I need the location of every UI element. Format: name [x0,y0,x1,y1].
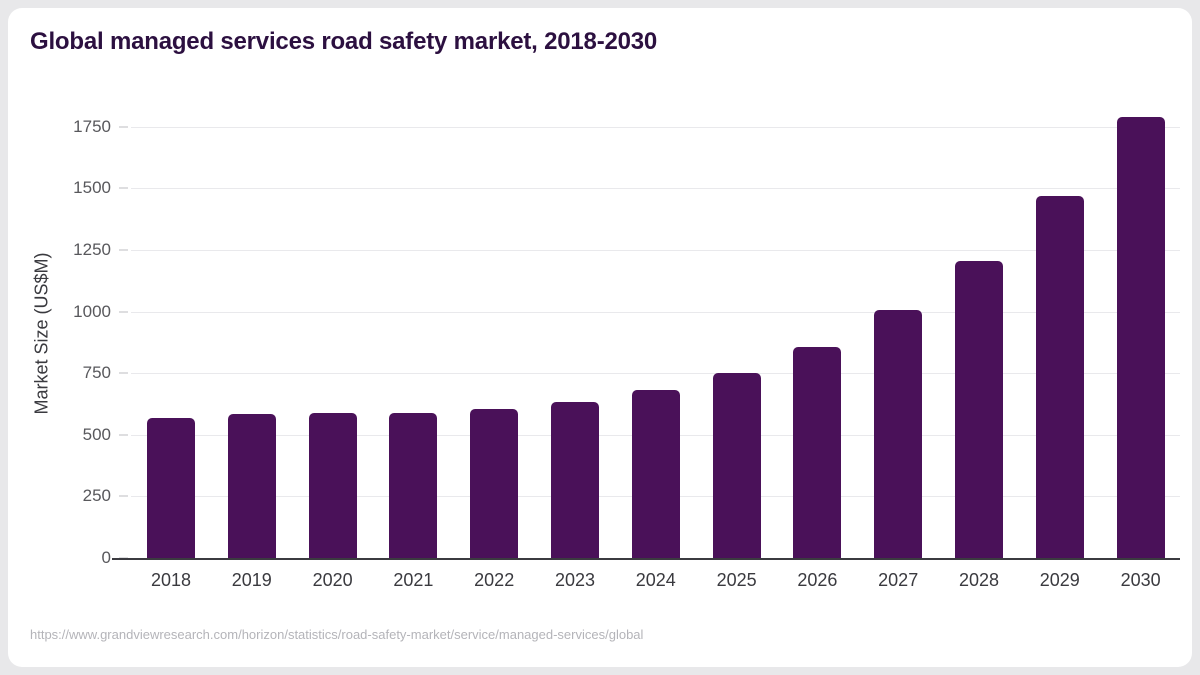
y-axis-tick-mark [119,372,128,374]
x-axis-line [112,558,1180,560]
bar[interactable] [1035,195,1084,558]
y-axis-tick-mark [119,311,128,313]
x-axis-tick-label: 2028 [958,570,1000,590]
x-axis-tick-label: 2022 [474,570,515,590]
y-axis-tick-mark [119,126,128,128]
y-axis-title: Market Size (US$M) [31,252,52,415]
y-axis-tick-mark [119,495,128,497]
gridline [131,188,1180,190]
y-axis-tick-label: 500 [82,424,111,444]
x-axis-tick-label: 2025 [716,570,757,590]
gridline [131,373,1180,375]
bar[interactable] [147,417,195,558]
x-axis-tick-label: 2019 [231,570,272,590]
y-axis-tick-mark [119,249,128,251]
x-axis-tick-label: 2029 [1039,570,1080,590]
y-axis-tick-label: 1000 [73,301,111,321]
bar[interactable] [793,347,842,558]
y-axis-tick-label: 1750 [73,116,111,136]
gridline [131,126,1180,128]
gridline [131,311,1180,313]
bar[interactable] [1116,116,1165,558]
x-axis-tick-label: 2021 [393,570,434,590]
chart-card: Global managed services road safety mark… [8,8,1192,667]
page-title: Global managed services road safety mark… [30,28,658,55]
y-axis-tick-labels: 0 250 500 750 1000 1250 1500 1750 [51,108,111,567]
bar[interactable] [308,413,357,558]
y-axis-tick-label: 250 [82,486,111,506]
bar[interactable] [470,408,519,558]
x-axis-tick-label: 2030 [1120,570,1161,590]
x-axis-tick-label: 2018 [150,570,192,590]
source-url: https://www.grandviewresearch.com/horizo… [30,627,644,642]
bar[interactable] [955,261,1003,558]
y-axis-tick-label: 0 [101,548,111,567]
bar[interactable] [631,389,680,558]
y-axis-tick-label: 750 [82,363,111,383]
x-axis-tick-label: 2026 [797,570,838,590]
bar[interactable] [712,373,761,558]
y-axis-tick-label: 1250 [73,240,111,259]
x-axis-tick-label: 2024 [635,570,676,590]
bar[interactable] [227,413,276,558]
bar[interactable] [874,310,923,558]
x-axis-tick-label: 2027 [878,570,919,590]
y-axis-tick-label: 1500 [73,178,111,198]
bar[interactable] [389,412,438,558]
bar[interactable] [551,401,599,558]
gridline [131,250,1180,251]
x-axis-tick-label: 2020 [312,570,353,590]
x-axis-tick-label: 2023 [554,570,596,590]
y-axis-tick-mark [119,434,128,436]
plot-area [131,108,1180,558]
y-axis-tick-mark [119,187,128,189]
